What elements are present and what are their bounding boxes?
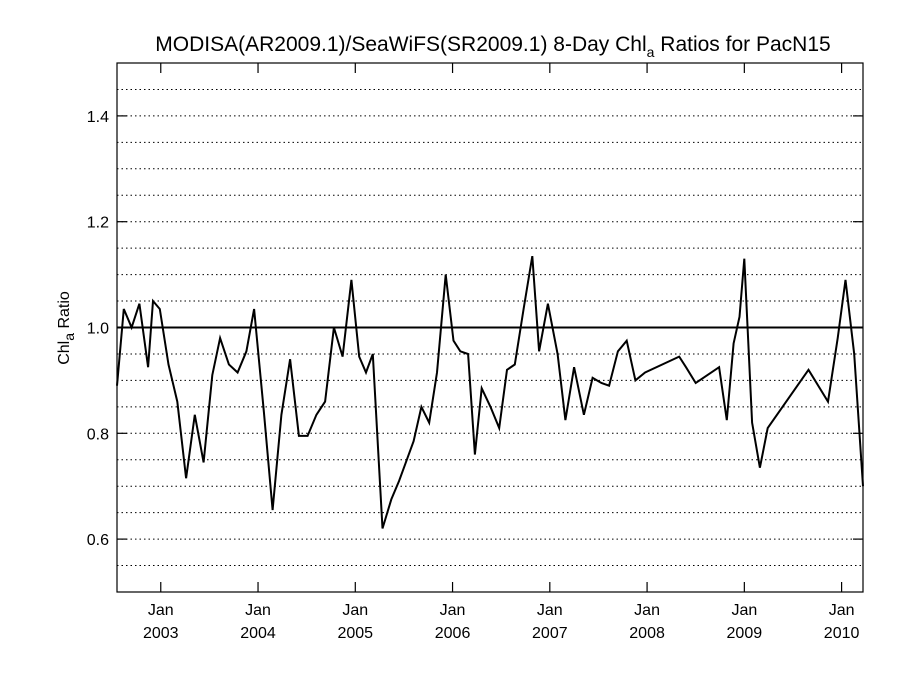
x-tick-label-month: Jan [829,602,855,619]
series-line [116,255,864,529]
y-axis-label-subscript: a [61,333,77,341]
grid-lines [117,88,863,567]
x-tick-label-year: 2009 [727,625,763,642]
x-tick-label-year: 2003 [143,625,179,642]
y-tick-label: 0.8 [87,426,109,443]
x-tick-label-year: 2010 [824,625,860,642]
x-tick-label-year: 2007 [532,625,568,642]
y-tick-label: 1.4 [87,109,109,126]
x-tick-label-month: Jan [440,602,466,619]
y-tick-label: 1.2 [87,215,109,232]
y-axis-label-main: Chl [56,341,73,365]
y-axis-label-suffix: Ratio [56,291,73,333]
x-tick-label-year: 2006 [435,625,471,642]
x-axis-ticks: Jan 2003 Jan 2004 Jan 2005 Jan 2006 Jan 2007 Jan 20… [143,63,860,642]
x-tick-label-year: 2004 [240,625,276,642]
x-tick-label-year: 2005 [337,625,373,642]
x-tick-label-month: Jan [731,602,757,619]
chart-title-main: MODISA(AR2009.1)/SeaWiFS(SR2009.1) 8-Day… [155,33,646,56]
series-group [116,255,864,529]
x-tick-label-month: Jan [148,602,174,619]
chart-title-subscript: a [647,44,655,60]
chart-title: MODISA(AR2009.1)/SeaWiFS(SR2009.1) 8-Day… [155,33,830,60]
y-tick-label: 0.6 [87,532,109,549]
x-tick-label-month: Jan [537,602,563,619]
chart-title-suffix: Ratios for PacN15 [654,33,830,56]
x-tick-label-year: 2008 [629,625,665,642]
y-axis-ticks: 0.6 0.8 1.0 1.2 1.4 [87,109,863,549]
y-tick-label: 1.0 [87,321,109,338]
x-tick-label-month: Jan [245,602,271,619]
x-tick-label-month: Jan [342,602,368,619]
x-tick-label-month: Jan [634,602,660,619]
y-axis-label: Chla Ratio [56,291,77,365]
